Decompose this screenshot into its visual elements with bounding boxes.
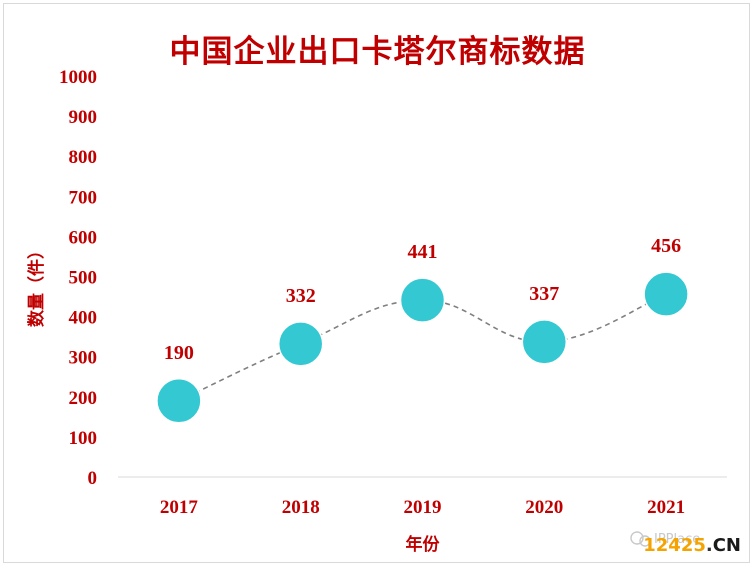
- data-labels: 190 332 441 337 456: [164, 235, 681, 364]
- chart-title: 中国企业出口卡塔尔商标数据: [169, 34, 586, 70]
- data-point-marker: [399, 277, 446, 323]
- watermark-account: IPPlace: [654, 532, 700, 547]
- data-point-marker: [643, 271, 689, 317]
- y-tick-label: 300: [69, 348, 98, 369]
- y-axis-title: 数量（件）: [26, 242, 47, 327]
- data-label: 441: [408, 241, 438, 263]
- data-label: 337: [529, 283, 559, 305]
- x-axis-title: 年份: [406, 534, 441, 555]
- data-point-marker: [277, 321, 324, 367]
- y-tick-label: 600: [69, 227, 98, 248]
- y-tick-label: 200: [69, 388, 98, 409]
- y-axis-ticks: 0 100 200 300 400 500 600 700 800 900 1000: [59, 67, 97, 489]
- x-axis-ticks: 2017 2018 2019 2020 2021: [160, 497, 685, 518]
- site-number: 12425: [643, 535, 706, 556]
- data-point-marker: [521, 319, 568, 365]
- data-label: 190: [164, 342, 194, 364]
- wechat-watermark: IPPlace: [630, 531, 700, 547]
- data-label: 332: [286, 285, 316, 307]
- wechat-icon: [630, 531, 644, 545]
- site-dot: .: [705, 535, 713, 556]
- data-label: 456: [651, 235, 681, 257]
- y-tick-label: 0: [88, 468, 98, 489]
- y-tick-label: 1000: [59, 67, 97, 88]
- y-tick-label: 900: [69, 107, 98, 128]
- y-tick-label: 500: [69, 268, 98, 289]
- x-tick-label: 2018: [282, 497, 320, 518]
- chart-frame: [3, 3, 750, 563]
- y-tick-label: 700: [69, 187, 98, 208]
- x-tick-label: 2020: [525, 497, 563, 518]
- site-suffix: CN: [712, 535, 741, 556]
- data-point-marker: [156, 378, 202, 424]
- site-watermark: 12425.CN: [643, 535, 741, 556]
- y-tick-label: 800: [69, 147, 98, 168]
- y-tick-label: 100: [69, 428, 98, 449]
- x-tick-label: 2017: [160, 497, 199, 518]
- x-tick-label: 2019: [404, 497, 442, 518]
- x-tick-label: 2021: [647, 497, 685, 518]
- y-tick-label: 400: [69, 308, 98, 329]
- data-points: [156, 271, 689, 424]
